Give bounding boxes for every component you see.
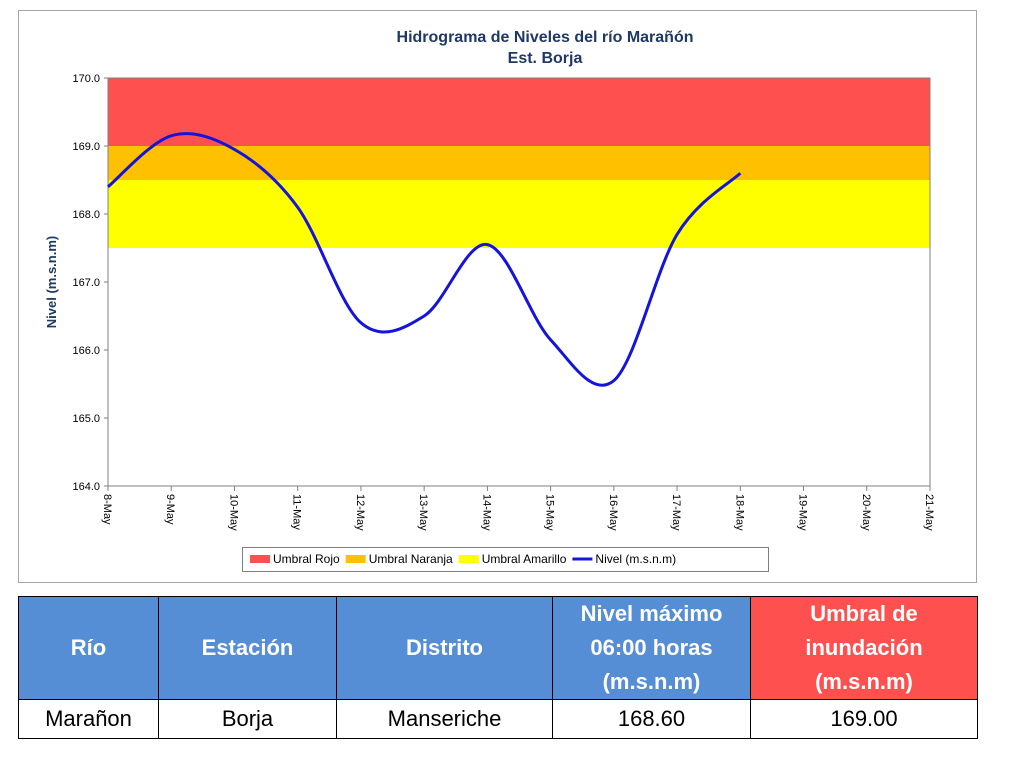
- x-tick-label: 10-May: [227, 494, 239, 531]
- header-row: Río Estación Distrito Nivel máximo 06:00…: [18, 596, 978, 700]
- threshold-band: [108, 180, 930, 248]
- legend-label: Umbral Naranja: [369, 552, 453, 566]
- header-cell: Estación: [158, 596, 337, 700]
- header-cell: Distrito: [336, 596, 553, 700]
- data-row: Marañon Borja Manseriche 168.60 169.00: [18, 699, 978, 739]
- x-tick-label: 19-May: [797, 494, 809, 531]
- x-tick-label: 16-May: [607, 494, 619, 531]
- x-tick-label: 21-May: [923, 494, 935, 531]
- legend-box: [242, 547, 769, 572]
- chart-subtitle: Est. Borja: [508, 50, 583, 67]
- x-tick-label: 11-May: [291, 494, 303, 530]
- x-tick-label: 8-May: [101, 494, 113, 525]
- x-tick-label: 17-May: [670, 494, 682, 531]
- chart: Hidrograma de Niveles del río Marañón Es…: [18, 10, 977, 583]
- legend-label: Umbral Amarillo: [482, 552, 567, 566]
- y-tick-label: 166.0: [72, 345, 100, 357]
- y-tick-label: 165.0: [72, 413, 100, 425]
- summary-table: Río Estación Distrito Nivel máximo 06:00…: [18, 596, 978, 739]
- cell: 169.00: [750, 699, 978, 739]
- legend-swatch: [250, 555, 270, 563]
- y-tick-label: 164.0: [72, 481, 100, 493]
- header-cell: Río: [18, 596, 159, 700]
- legend-swatch: [458, 555, 479, 563]
- cell: Borja: [158, 699, 337, 739]
- y-tick-label: 170.0: [72, 73, 100, 85]
- cell: Marañon: [18, 699, 159, 739]
- x-tick-label: 18-May: [733, 494, 745, 531]
- y-tick-label: 169.0: [72, 141, 100, 153]
- threshold-band: [108, 78, 930, 146]
- legend-label: Umbral Rojo: [273, 552, 340, 566]
- chart-title: Hidrograma de Niveles del río Marañón: [397, 29, 694, 46]
- y-tick-label: 167.0: [72, 277, 100, 289]
- legend-swatch: [345, 555, 366, 563]
- x-tick-label: 12-May: [354, 494, 366, 531]
- header-cell: Nivel máximo 06:00 horas (m.s.n.m): [552, 596, 751, 700]
- cell: 168.60: [552, 699, 751, 739]
- x-tick-label: 9-May: [164, 494, 176, 525]
- x-tick-label: 14-May: [480, 494, 492, 531]
- y-tick-label: 168.0: [72, 209, 100, 221]
- x-tick-label: 13-May: [417, 494, 429, 531]
- series-line: [107, 132, 742, 387]
- x-tick-label: 20-May: [860, 494, 872, 531]
- cell: Manseriche: [336, 699, 553, 739]
- threshold-band: [108, 146, 930, 180]
- legend-label: Nivel (m.s.n.m): [595, 552, 676, 566]
- header-cell: Umbral de inundación (m.s.n.m): [750, 596, 978, 700]
- y-axis-label: Nivel (m.s.n.m): [44, 236, 59, 328]
- x-tick-label: 15-May: [544, 494, 556, 531]
